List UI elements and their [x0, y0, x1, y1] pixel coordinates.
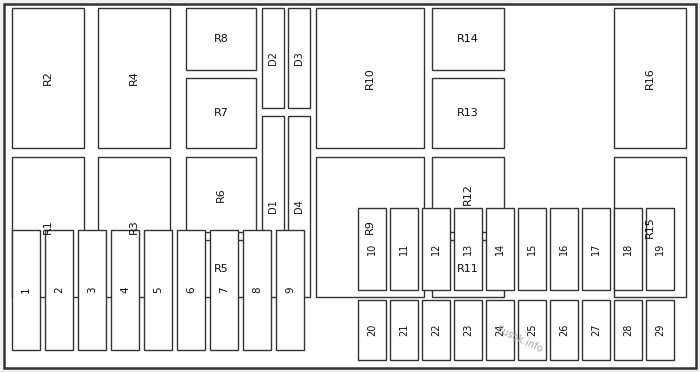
Bar	[390, 300, 418, 360]
Bar	[316, 157, 424, 297]
Bar	[98, 8, 170, 148]
Text: R16: R16	[645, 67, 655, 89]
Bar	[486, 208, 514, 290]
Bar	[614, 8, 686, 148]
Bar	[186, 240, 256, 297]
Bar	[614, 300, 642, 360]
Bar	[518, 208, 546, 290]
Bar	[422, 208, 450, 290]
Bar	[186, 78, 256, 148]
Bar	[12, 157, 84, 297]
Bar	[550, 300, 578, 360]
Text: R4: R4	[129, 71, 139, 86]
Text: D3: D3	[294, 51, 304, 65]
Bar	[186, 8, 256, 70]
Bar	[12, 8, 84, 148]
Bar	[614, 157, 686, 297]
Bar	[186, 157, 256, 232]
Bar	[454, 300, 482, 360]
Text: R10: R10	[365, 67, 375, 89]
Bar	[390, 208, 418, 290]
Text: 22: 22	[431, 324, 441, 336]
Text: 1: 1	[21, 287, 31, 293]
Text: R5: R5	[214, 263, 228, 273]
Bar	[432, 157, 504, 232]
Text: 23: 23	[463, 324, 473, 336]
Text: D2: D2	[268, 51, 278, 65]
Bar	[358, 208, 386, 290]
Bar	[646, 300, 674, 360]
Bar	[486, 300, 514, 360]
Text: 8: 8	[252, 287, 262, 293]
Text: 10: 10	[367, 243, 377, 255]
Bar	[582, 208, 610, 290]
Bar	[358, 300, 386, 360]
Text: 5: 5	[153, 287, 163, 293]
Text: 26: 26	[559, 324, 569, 336]
Text: Fusok.info: Fusok.info	[496, 325, 545, 355]
Bar	[98, 157, 170, 297]
Text: R12: R12	[463, 183, 473, 205]
Text: 16: 16	[559, 243, 569, 255]
Bar	[111, 230, 139, 350]
Text: R9: R9	[365, 219, 375, 234]
Text: R3: R3	[129, 219, 139, 234]
Bar	[243, 230, 271, 350]
Text: R8: R8	[214, 34, 228, 44]
Text: R6: R6	[216, 187, 226, 202]
Text: R14: R14	[457, 34, 479, 44]
Text: 27: 27	[591, 324, 601, 336]
Text: 3: 3	[87, 287, 97, 293]
Bar	[210, 230, 238, 350]
Bar	[432, 78, 504, 148]
Text: 21: 21	[399, 324, 409, 336]
Bar	[177, 230, 205, 350]
Text: 6: 6	[186, 287, 196, 293]
Bar	[12, 230, 40, 350]
Text: 2: 2	[54, 287, 64, 293]
Bar	[316, 8, 424, 148]
Text: 19: 19	[655, 243, 665, 255]
Text: R15: R15	[645, 216, 655, 238]
Text: 7: 7	[219, 287, 229, 293]
Bar	[646, 208, 674, 290]
Bar	[288, 8, 310, 108]
Text: 29: 29	[655, 324, 665, 336]
Bar	[78, 230, 106, 350]
Bar	[432, 8, 504, 70]
Text: D1: D1	[268, 200, 278, 214]
Text: R11: R11	[457, 263, 479, 273]
Text: 18: 18	[623, 243, 633, 255]
Text: 15: 15	[527, 243, 537, 255]
Text: D4: D4	[294, 200, 304, 214]
Text: R2: R2	[43, 71, 53, 86]
Bar	[454, 208, 482, 290]
Text: 9: 9	[285, 287, 295, 293]
Text: 14: 14	[495, 243, 505, 255]
Text: R1: R1	[43, 219, 53, 234]
Bar	[614, 208, 642, 290]
Text: 24: 24	[495, 324, 505, 336]
Bar	[262, 116, 284, 297]
Text: 25: 25	[527, 324, 537, 336]
Text: 17: 17	[591, 243, 601, 255]
Bar	[262, 8, 284, 108]
Text: 20: 20	[367, 324, 377, 336]
Bar	[276, 230, 304, 350]
Bar	[550, 208, 578, 290]
Bar	[582, 300, 610, 360]
Text: 4: 4	[120, 287, 130, 293]
Text: 11: 11	[399, 243, 409, 255]
Bar	[432, 240, 504, 297]
Text: 28: 28	[623, 324, 633, 336]
Text: R13: R13	[457, 108, 479, 118]
Bar	[144, 230, 172, 350]
Text: 13: 13	[463, 243, 473, 255]
Bar	[422, 300, 450, 360]
Bar	[45, 230, 73, 350]
Text: R7: R7	[214, 108, 228, 118]
Bar	[288, 116, 310, 297]
Bar	[518, 300, 546, 360]
Text: 12: 12	[431, 243, 441, 255]
